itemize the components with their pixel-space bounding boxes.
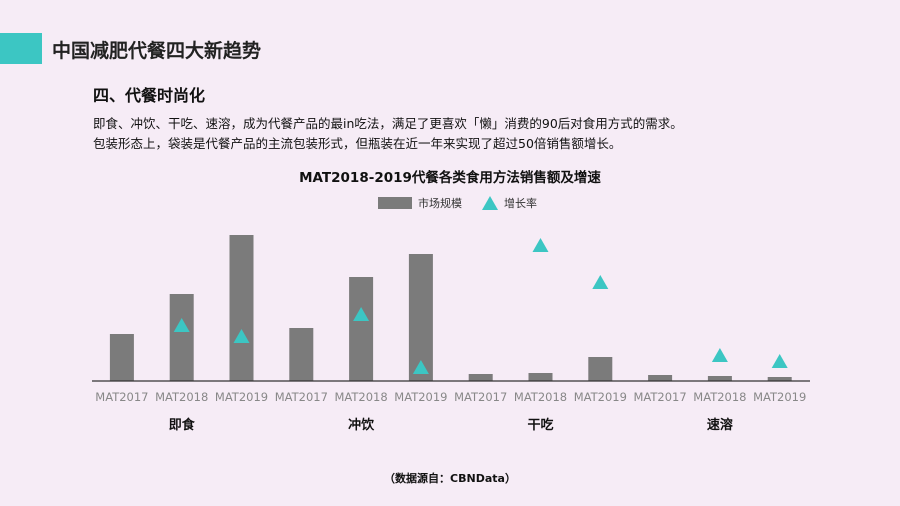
growth-marker: [233, 329, 250, 343]
x-tick-label: MAT2017: [95, 390, 148, 404]
x-tick-label: MAT2017: [454, 390, 507, 404]
group-label: 干吃: [527, 417, 553, 433]
bar: [767, 377, 792, 381]
legend-triangle-icon: [482, 196, 498, 210]
section-title: 四、代餐时尚化: [93, 86, 206, 105]
paragraph-2: 包装形态上，袋装是代餐产品的主流包装形式，但瓶装在近一年来实现了超过50倍销售额…: [93, 136, 622, 151]
bar: [588, 357, 613, 381]
source-note: （数据源自：CBNData）: [384, 472, 516, 485]
bar: [408, 254, 433, 381]
growth-marker: [771, 354, 788, 368]
group-label: 速溶: [707, 417, 733, 433]
growth-marker: [532, 238, 549, 252]
bar: [528, 373, 553, 381]
x-tick-label: MAT2018: [335, 390, 388, 404]
x-tick-label: MAT2018: [514, 390, 567, 404]
bar: [707, 376, 732, 381]
x-tick-label: MAT2019: [574, 390, 627, 404]
x-tick-label: MAT2019: [215, 390, 268, 404]
bar: [648, 375, 673, 381]
x-tick-label: MAT2017: [275, 390, 328, 404]
accent-block: [0, 33, 42, 64]
bar: [229, 235, 254, 381]
paragraph-1: 即食、冲饮、干吃、速溶，成为代餐产品的最in吃法，满足了更喜欢「懒」消费的90后…: [93, 116, 683, 131]
legend-label-bar: 市场规模: [418, 197, 462, 210]
bar: [109, 334, 134, 381]
chart-title: MAT2018-2019代餐各类食用方法销售额及增速: [299, 170, 601, 186]
growth-marker: [412, 360, 429, 374]
group-label: 冲饮: [348, 417, 375, 433]
legend-bar-swatch: [378, 197, 412, 209]
group-label: 即食: [169, 417, 196, 433]
growth-marker: [353, 307, 370, 321]
x-tick-label: MAT2018: [155, 390, 208, 404]
slide-title: 中国减肥代餐四大新趋势: [52, 40, 262, 62]
bar: [169, 294, 194, 381]
x-tick-label: MAT2018: [693, 390, 746, 404]
bar: [289, 328, 314, 381]
legend: 市场规模 增长率: [378, 195, 537, 211]
growth-marker: [711, 348, 728, 362]
growth-marker: [173, 318, 190, 332]
bar: [468, 374, 493, 381]
x-tick-label: MAT2017: [634, 390, 687, 404]
x-tick-label: MAT2019: [394, 390, 447, 404]
x-tick-label: MAT2019: [753, 390, 806, 404]
bar: [349, 277, 374, 381]
legend-label-growth: 增长率: [504, 197, 537, 210]
growth-marker: [592, 275, 609, 289]
